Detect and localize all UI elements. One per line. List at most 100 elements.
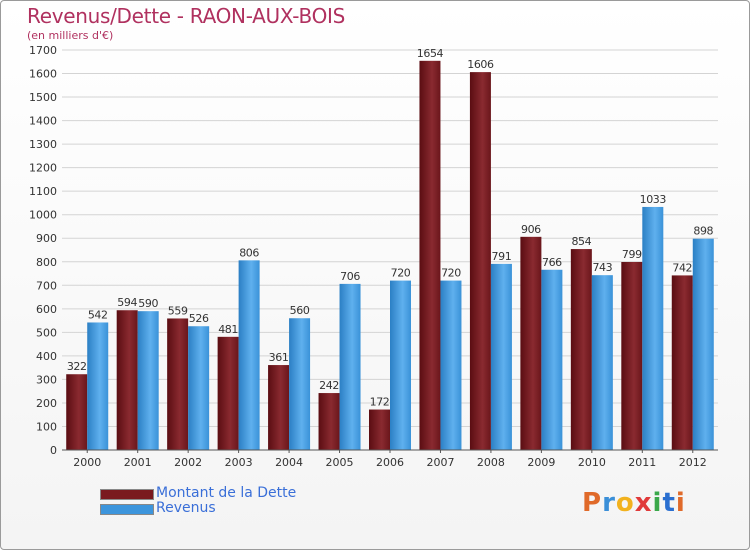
proxiti-logo: Proxiti xyxy=(582,488,686,518)
bar-revenue xyxy=(390,280,411,450)
y-tick-label: 1000 xyxy=(29,209,57,222)
data-label-debt: 172 xyxy=(370,396,390,409)
bar-debt xyxy=(469,72,491,450)
y-tick-label: 0 xyxy=(50,444,57,457)
logo-letter: o xyxy=(615,488,635,518)
data-label-revenue: 706 xyxy=(340,270,360,283)
data-label-revenue: 898 xyxy=(693,225,713,238)
bar-debt xyxy=(116,310,138,450)
data-label-revenue: 806 xyxy=(239,246,259,259)
y-tick-label: 1400 xyxy=(29,115,57,128)
y-tick-label: 600 xyxy=(36,303,57,316)
x-axis-ticks: 2000 2001 2002 2003 2004 2005 2006 2007 2008 2009… xyxy=(73,450,707,469)
data-label-debt: 242 xyxy=(319,379,339,392)
bar-debt xyxy=(621,262,643,450)
y-tick-label: 400 xyxy=(36,350,57,363)
data-label-debt: 594 xyxy=(117,296,137,309)
data-label-revenue: 542 xyxy=(88,308,108,321)
bar-debt xyxy=(520,236,542,450)
data-label-debt: 799 xyxy=(622,248,642,261)
y-tick-label: 1700 xyxy=(29,44,57,57)
y-axis-ticks: 0 100 200 300 400 500 600 700 800 900 1000 1100 1200… xyxy=(29,44,57,457)
bar-revenue xyxy=(238,260,260,450)
y-tick-label: 800 xyxy=(36,256,57,269)
y-tick-label: 1200 xyxy=(29,162,57,175)
y-tick-label: 300 xyxy=(36,373,57,386)
data-label-revenue: 766 xyxy=(542,256,562,269)
y-tick-label: 500 xyxy=(36,326,57,339)
logo-letter: r xyxy=(602,488,616,518)
bar-debt xyxy=(671,275,693,450)
x-tick-label: 2001 xyxy=(124,456,152,469)
bar-debt xyxy=(369,409,390,450)
data-label-debt: 481 xyxy=(218,323,238,336)
x-tick-label: 2003 xyxy=(225,456,253,469)
bar-revenue xyxy=(87,322,109,450)
bar-debt xyxy=(268,365,290,450)
y-tick-label: 200 xyxy=(36,397,57,410)
bar-revenue xyxy=(642,206,664,450)
bar-debt xyxy=(167,318,189,450)
x-tick-label: 2000 xyxy=(73,456,101,469)
chart-title: Revenus/Dette - RAON-AUX-BOIS xyxy=(27,4,346,28)
bar-debt xyxy=(570,249,592,450)
x-tick-label: 2002 xyxy=(174,456,202,469)
x-tick-label: 2012 xyxy=(679,456,707,469)
logo-letter: i xyxy=(652,488,663,518)
data-label-revenue: 791 xyxy=(492,250,512,263)
bar-revenue xyxy=(692,238,714,450)
legend-swatch-debt xyxy=(100,489,154,500)
data-label-debt: 742 xyxy=(672,261,692,274)
y-tick-label: 1500 xyxy=(29,91,57,104)
x-tick-label: 2009 xyxy=(527,456,555,469)
bar-revenue xyxy=(339,283,361,450)
chart-subtitle: (en milliers d'€) xyxy=(27,29,114,42)
bar-revenue xyxy=(591,275,613,450)
y-tick-label: 700 xyxy=(36,279,57,292)
y-tick-label: 1100 xyxy=(29,185,57,198)
bar-debt xyxy=(318,393,340,450)
x-tick-label: 2007 xyxy=(426,456,454,469)
data-label-revenue: 1033 xyxy=(640,193,667,206)
bar-revenue xyxy=(490,263,512,450)
data-label-debt: 906 xyxy=(521,223,541,236)
y-tick-label: 1300 xyxy=(29,138,57,151)
bar-debt xyxy=(419,60,441,451)
logo-letter: x xyxy=(634,488,653,518)
y-tick-label: 1600 xyxy=(29,68,57,81)
data-label-revenue: 720 xyxy=(391,267,411,280)
data-label-debt: 559 xyxy=(168,304,188,317)
data-label-debt: 361 xyxy=(269,351,289,364)
bar-revenue xyxy=(541,269,563,450)
x-tick-label: 2011 xyxy=(628,456,656,469)
x-tick-label: 2010 xyxy=(578,456,606,469)
bar-revenue xyxy=(440,280,462,450)
y-tick-label: 900 xyxy=(36,232,57,245)
data-label-debt: 1654 xyxy=(417,47,444,60)
legend-label-revenue: Revenus xyxy=(156,500,216,516)
logo-letter: i xyxy=(675,488,686,518)
data-label-debt: 322 xyxy=(67,360,87,373)
bar-revenue xyxy=(188,326,210,450)
data-label-revenue: 590 xyxy=(138,297,158,310)
x-tick-label: 2008 xyxy=(477,456,505,469)
bar-revenue xyxy=(289,318,311,450)
x-tick-label: 2004 xyxy=(275,456,303,469)
bar-debt xyxy=(217,336,239,450)
x-tick-label: 2005 xyxy=(326,456,354,469)
legend-swatch-revenue xyxy=(100,504,154,515)
bars xyxy=(66,60,714,451)
data-label-revenue: 560 xyxy=(290,304,310,317)
data-label-revenue: 720 xyxy=(441,267,461,280)
x-tick-label: 2006 xyxy=(376,456,404,469)
bar-debt xyxy=(66,374,88,450)
logo-letter: P xyxy=(582,488,603,518)
y-tick-label: 100 xyxy=(36,420,57,433)
data-label-debt: 1606 xyxy=(467,58,494,71)
data-label-debt: 854 xyxy=(571,235,591,248)
bar-revenue xyxy=(137,311,159,450)
data-label-revenue: 743 xyxy=(592,261,612,274)
data-label-revenue: 526 xyxy=(189,312,209,325)
